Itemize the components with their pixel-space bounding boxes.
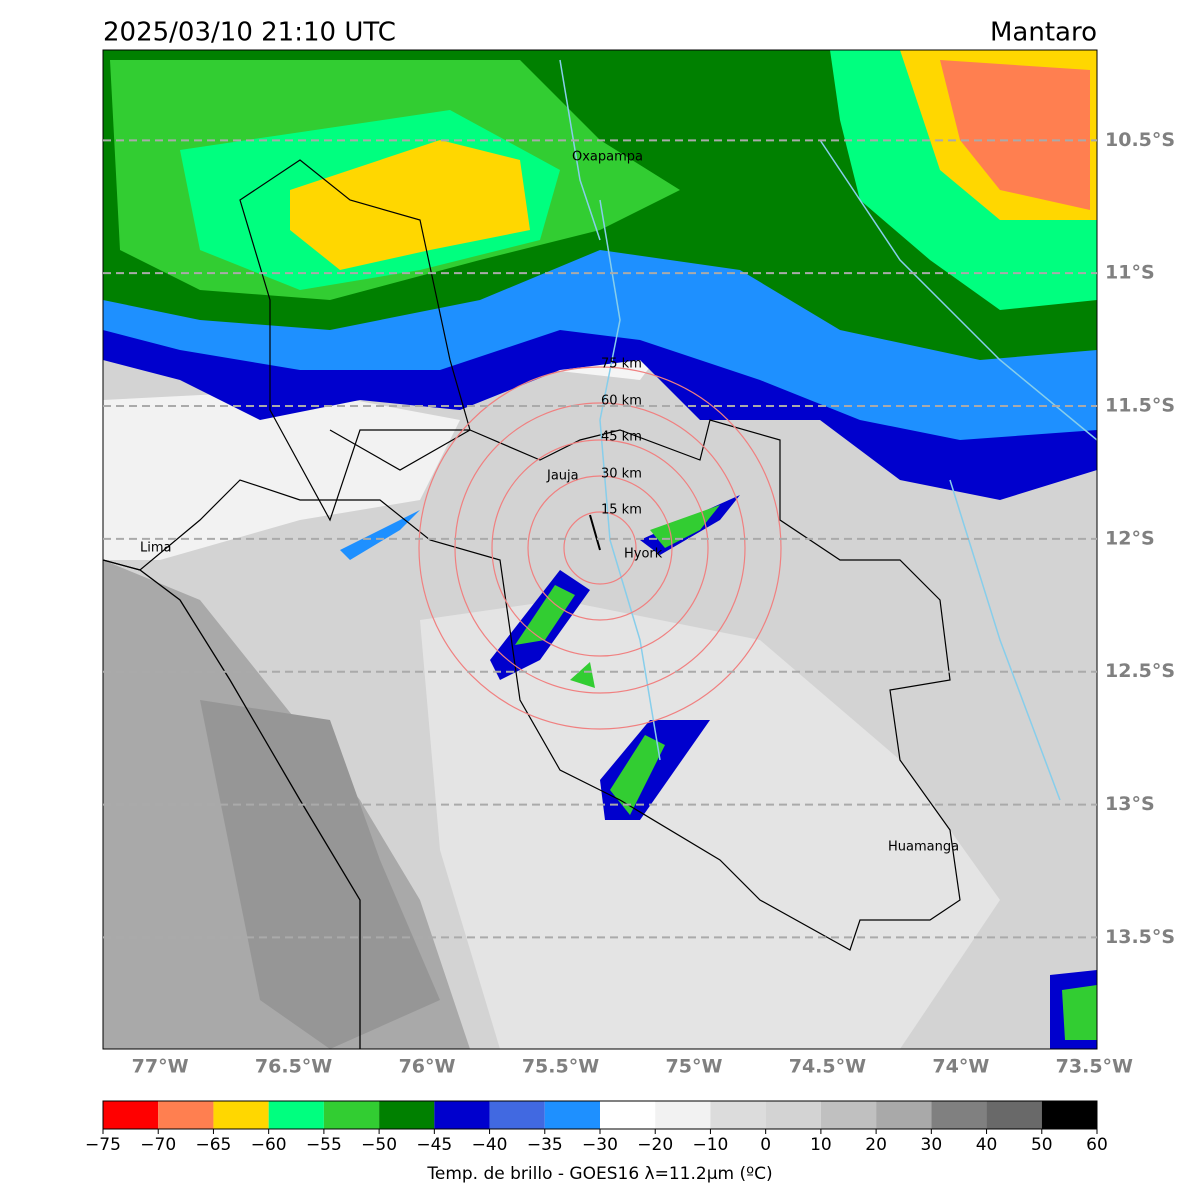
colorbar-bin [379, 1101, 435, 1129]
colorbar-tick-label: 40 [976, 1135, 998, 1155]
colorbar-tick-label: 50 [1031, 1135, 1053, 1155]
colorbar-bin [820, 1101, 877, 1129]
ring-label: 15 km [601, 503, 642, 518]
ring-label: 75 km [601, 357, 642, 372]
title: 2025/03/10 21:10 UTC [103, 18, 396, 48]
lat-label: 11°S [1105, 262, 1155, 284]
colorbar-bin [876, 1101, 932, 1129]
ring-label: 45 km [601, 430, 642, 445]
lon-label: 77°W [132, 1056, 189, 1078]
city-label: Lima [140, 541, 171, 556]
colorbar-bin [931, 1101, 987, 1129]
colorbar-tick-label: −10 [692, 1135, 728, 1155]
lon-label: 74.5°W [789, 1056, 866, 1078]
colorbar-tick-label: −60 [251, 1135, 287, 1155]
lat-label: 11.5°S [1105, 395, 1175, 417]
colorbar-bin [655, 1101, 711, 1129]
lon-label: 75°W [666, 1056, 723, 1078]
city-label: Oxapampa [572, 150, 643, 165]
colorbar-tick-label: −40 [472, 1135, 508, 1155]
colorbar-bin [1041, 1101, 1097, 1129]
colorbar-tick-label: −65 [195, 1135, 231, 1155]
lat-label: 12.5°S [1105, 660, 1175, 682]
colorbar-bin [213, 1101, 269, 1129]
lon-label: 75.5°W [522, 1056, 599, 1078]
colorbar-bin [710, 1101, 766, 1129]
colorbar-bin [323, 1101, 380, 1129]
city-label: Huamanga [888, 840, 959, 855]
colorbar-tick-label: −35 [527, 1135, 563, 1155]
lon-label: 76.5°W [255, 1056, 332, 1078]
colorbar-tick-label: −20 [637, 1135, 673, 1155]
ring-label: 60 km [601, 394, 642, 409]
colorbar-tick-label: 10 [810, 1135, 832, 1155]
lat-label: 10.5°S [1105, 129, 1175, 151]
region: Mantaro [990, 18, 1097, 48]
colorbar-tick-label: −45 [416, 1135, 452, 1155]
lon-label: 76°W [399, 1056, 456, 1078]
lat-label: 13°S [1105, 793, 1155, 815]
colorbar-label: Temp. de brillo - GOES16 λ=11.2μm (ºC) [426, 1164, 772, 1184]
colorbar-tick-label: 30 [921, 1135, 943, 1155]
lon-label: 73.5°W [1056, 1056, 1133, 1078]
map-frame [102, 49, 1098, 1050]
colorbar-tick-label: 60 [1086, 1135, 1108, 1155]
colorbar-tick-label: −50 [361, 1135, 397, 1155]
lon-label: 74°W [932, 1056, 989, 1078]
colorbar-bin [434, 1101, 490, 1129]
colorbar-tick-label: 0 [760, 1135, 771, 1155]
colorbar-bin [158, 1101, 214, 1129]
city-label: Jauja [546, 469, 579, 484]
colorbar-bin [544, 1101, 600, 1129]
colorbar-tick-label: −30 [582, 1135, 618, 1155]
colorbar-bin [600, 1101, 656, 1129]
colorbar-bin [489, 1101, 545, 1129]
colorbar-bin [103, 1101, 159, 1129]
colorbar-bin [268, 1101, 324, 1129]
lat-label: 13.5°S [1105, 926, 1175, 948]
colorbar-tick-label: −55 [306, 1135, 342, 1155]
colorbar-tick-label: 20 [865, 1135, 887, 1155]
lat-label: 12°S [1105, 527, 1155, 549]
satellite-image [103, 50, 1097, 1049]
colorbar-tick-label: −70 [140, 1135, 176, 1155]
colorbar-bin [986, 1101, 1042, 1129]
city-label: Hyork [624, 547, 663, 562]
ring-label: 30 km [601, 467, 642, 482]
colorbar-bin [765, 1101, 821, 1129]
colorbar-tick-label: −75 [85, 1135, 121, 1155]
